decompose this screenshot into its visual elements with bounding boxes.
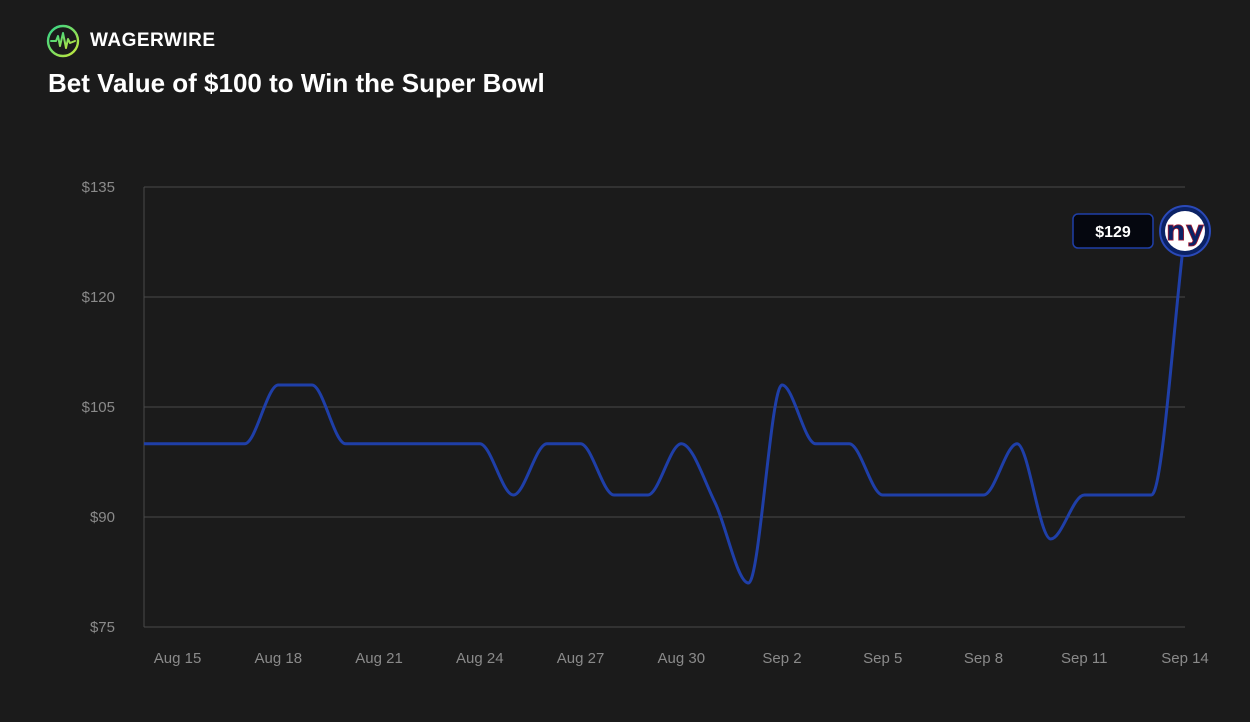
value-callout-box (1072, 213, 1154, 249)
y-tick-label: $75 (90, 619, 115, 636)
x-tick-label: Sep 2 (762, 650, 801, 667)
x-tick-label: Sep 8 (964, 650, 1003, 667)
chart-title: Bet Value of $100 to Win the Super Bowl (48, 68, 545, 98)
value-callout-label: $129 (1095, 224, 1131, 241)
x-tick-label: Aug 24 (456, 650, 504, 667)
x-tick-label: Aug 15 (154, 650, 202, 667)
brand: WAGERWIRE (46, 24, 216, 58)
brand-name: WAGERWIRE (90, 30, 216, 51)
new-york-giants-logo: ny (1159, 205, 1211, 257)
y-tick-label: $105 (82, 399, 115, 416)
x-tick-label: Sep 14 (1161, 650, 1209, 667)
x-tick-label: Aug 30 (658, 650, 706, 667)
y-tick-label: $120 (82, 289, 115, 306)
x-tick-label: Aug 18 (255, 650, 303, 667)
y-tick-label: $135 (82, 179, 115, 196)
value-callout: $129 (1072, 213, 1154, 249)
pulse-circle-icon (46, 24, 80, 58)
x-tick-label: Sep 11 (1061, 650, 1107, 667)
series-line (143, 230, 1187, 585)
x-tick-label: Aug 27 (557, 650, 605, 667)
team-logo-text: ny (1166, 214, 1204, 247)
x-tick-label: Sep 5 (863, 650, 902, 667)
y-tick-label: $90 (90, 509, 115, 526)
x-tick-label: Aug 21 (355, 650, 403, 667)
